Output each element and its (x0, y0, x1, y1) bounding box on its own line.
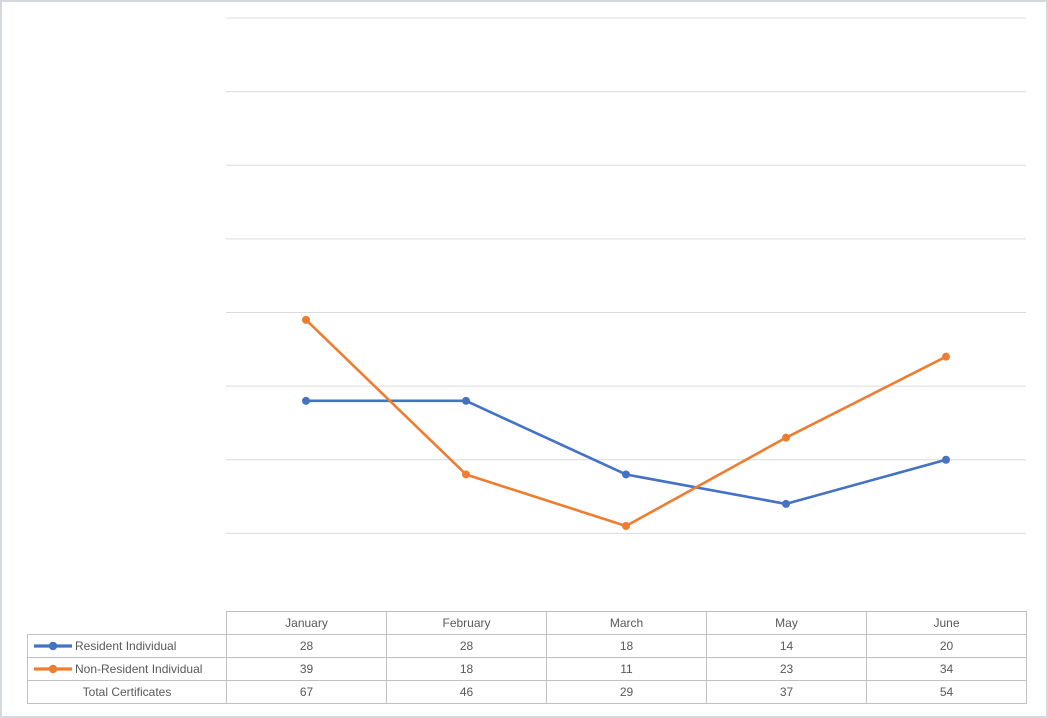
table-row-resident-individual: Resident Individual 28 28 18 14 20 (27, 634, 1027, 658)
header-cell-may: May (706, 611, 867, 635)
data-point-marker (622, 470, 630, 479)
header-cell-february: February (386, 611, 547, 635)
value-cell: 20 (866, 634, 1027, 658)
row-label-cell-total: Total Certificates (27, 680, 227, 704)
series-line-1 (304, 318, 948, 528)
value-cell: 29 (546, 680, 707, 704)
row-label-cell-non-resident: Non-Resident Individual (27, 657, 227, 681)
value-cell: 34 (866, 657, 1027, 681)
value-cell: 18 (386, 657, 547, 681)
row-label-cell-resident: Resident Individual (27, 634, 227, 658)
value-cell: 11 (546, 657, 707, 681)
data-point-marker (942, 455, 950, 464)
table-row-total-certificates: Total Certificates 67 46 29 37 54 (27, 680, 1027, 704)
value-cell: 37 (706, 680, 867, 704)
data-point-marker (462, 470, 470, 479)
value-cell: 39 (226, 657, 387, 681)
data-point-marker (942, 352, 950, 361)
legend-key-resident-icon (34, 641, 72, 651)
value-cell: 14 (706, 634, 867, 658)
data-point-marker (302, 315, 310, 324)
value-cell: 28 (386, 634, 547, 658)
data-point-marker (782, 433, 790, 442)
data-point-marker (302, 396, 310, 405)
data-point-marker (622, 522, 630, 531)
series-label-non-resident: Non-Resident Individual (75, 662, 203, 676)
value-cell: 23 (706, 657, 867, 681)
legend-key-non-resident-icon (34, 664, 72, 674)
chart-data-table: January February March May June Resident… (27, 611, 1027, 704)
value-cell: 54 (866, 680, 1027, 704)
value-cell: 18 (546, 634, 707, 658)
header-cell-january: January (226, 611, 387, 635)
table-row-non-resident-individual: Non-Resident Individual 39 18 11 23 34 (27, 657, 1027, 681)
line-chart-plot-area (226, 17, 1026, 534)
table-header-row: January February March May June (28, 611, 1027, 635)
value-cell: 28 (226, 634, 387, 658)
header-cell-june: June (866, 611, 1027, 635)
series-label-resident: Resident Individual (75, 639, 177, 653)
table-corner-cell (28, 612, 227, 635)
value-cell: 67 (226, 680, 387, 704)
series-line-0 (304, 399, 948, 506)
data-point-marker (782, 499, 790, 508)
data-point-marker (462, 396, 470, 405)
header-cell-march: March (546, 611, 707, 635)
value-cell: 46 (386, 680, 547, 704)
